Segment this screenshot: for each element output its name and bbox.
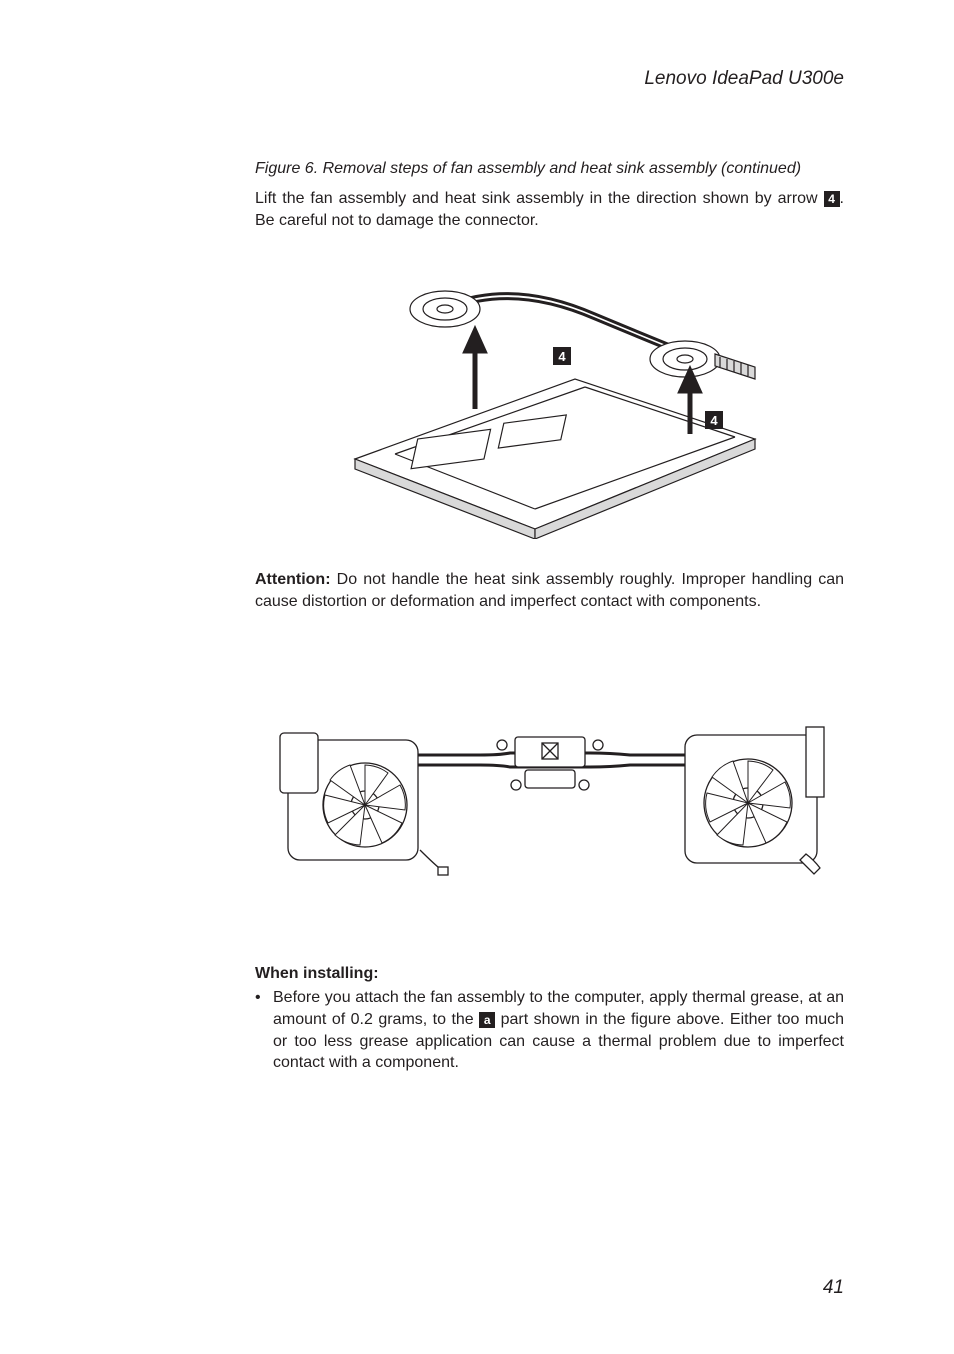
bullet-text: Before you attach the fan assembly to th… — [273, 987, 844, 1073]
diagram-2-container — [255, 640, 844, 935]
page-header: Lenovo IdeaPad U300e — [110, 68, 844, 90]
page-number: 41 — [823, 1277, 844, 1299]
figure-caption: Figure 6. Removal steps of fan assembly … — [255, 160, 844, 178]
diagram1-label-a: 4 — [558, 349, 566, 364]
step-label-4-inline: 4 — [824, 191, 840, 207]
diagram1-label-b: 4 — [710, 413, 718, 428]
lift-text-pre: Lift the fan assembly and heat sink asse… — [255, 190, 824, 207]
content-column: Figure 6. Removal steps of fan assembly … — [255, 160, 844, 1074]
diagram-1-container: 4 4 — [255, 259, 844, 539]
heatsink-top-diagram — [270, 695, 830, 880]
attention-paragraph: Attention: Do not handle the heat sink a… — [255, 569, 844, 612]
fan-removal-diagram: 4 4 — [335, 259, 765, 539]
part-label-a-inline: a — [479, 1012, 495, 1028]
product-name: Lenovo IdeaPad U300e — [644, 68, 844, 89]
bullet-marker: • — [255, 987, 273, 1073]
page: Lenovo IdeaPad U300e Figure 6. Removal s… — [0, 0, 954, 1354]
install-heading: When installing: — [255, 965, 844, 983]
install-bullet: • Before you attach the fan assembly to … — [255, 987, 844, 1073]
lift-instruction: Lift the fan assembly and heat sink asse… — [255, 188, 844, 231]
attention-label: Attention: — [255, 571, 331, 588]
attention-body: Do not handle the heat sink assembly rou… — [255, 571, 844, 610]
